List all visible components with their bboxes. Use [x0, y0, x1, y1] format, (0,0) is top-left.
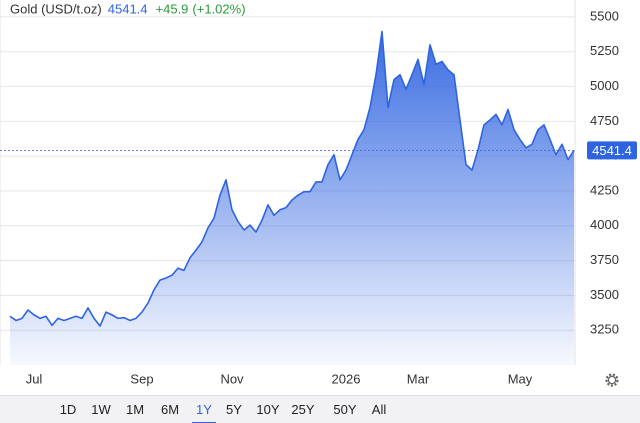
y-tick-label: 5500	[590, 8, 619, 23]
price-change-pct: (+1.02%)	[192, 1, 245, 16]
y-tick-label: 4250	[590, 182, 619, 197]
range-button[interactable]: 1D	[59, 402, 77, 417]
chart-title: Gold (USD/t.oz)	[10, 1, 102, 16]
x-tick-label: Nov	[220, 371, 244, 386]
y-tick-label: 4750	[590, 113, 619, 128]
price-line	[9, 30, 575, 327]
x-tick-label: Mar	[407, 371, 430, 386]
range-button[interactable]: 50Y	[333, 402, 357, 417]
last-price-label: 4541.4	[592, 143, 632, 158]
range-button[interactable]: 10Y	[256, 402, 280, 417]
range-button[interactable]: 6M	[160, 402, 180, 417]
y-tick-label: 4000	[590, 217, 619, 232]
last-price-badge	[587, 141, 637, 160]
area-fill	[10, 31, 574, 366]
range-button[interactable]: 25Y	[291, 402, 315, 417]
range-button[interactable]: 5Y	[226, 402, 242, 417]
range-bar: 1D 1W 1M 6M 1Y 5Y 10Y 25Y 50Y All	[0, 395, 640, 423]
last-price: 4541.4	[108, 1, 148, 16]
y-tick-label: 3750	[590, 252, 619, 267]
range-button[interactable]: 1M	[125, 402, 145, 417]
x-tick-label: May	[508, 371, 533, 386]
range-button[interactable]: All	[371, 402, 387, 417]
range-button[interactable]: 1W	[91, 402, 111, 417]
y-tick-label: 5000	[590, 78, 619, 93]
x-tick-label: Jul	[26, 371, 43, 386]
x-tick-label: Sep	[130, 371, 153, 386]
y-tick-label: 3250	[590, 322, 619, 337]
range-button[interactable]: 1Y	[192, 396, 216, 423]
y-tick-label: 3500	[590, 287, 619, 302]
price-change: +45.9	[156, 1, 189, 16]
y-tick-label: 5250	[590, 43, 619, 58]
chart: Gold (USD/t.oz) 4541.4 +45.9 (+1.02%) 32…	[0, 0, 637, 387]
settings-icon[interactable]	[605, 373, 619, 387]
x-tick-label: 2026	[332, 371, 361, 386]
